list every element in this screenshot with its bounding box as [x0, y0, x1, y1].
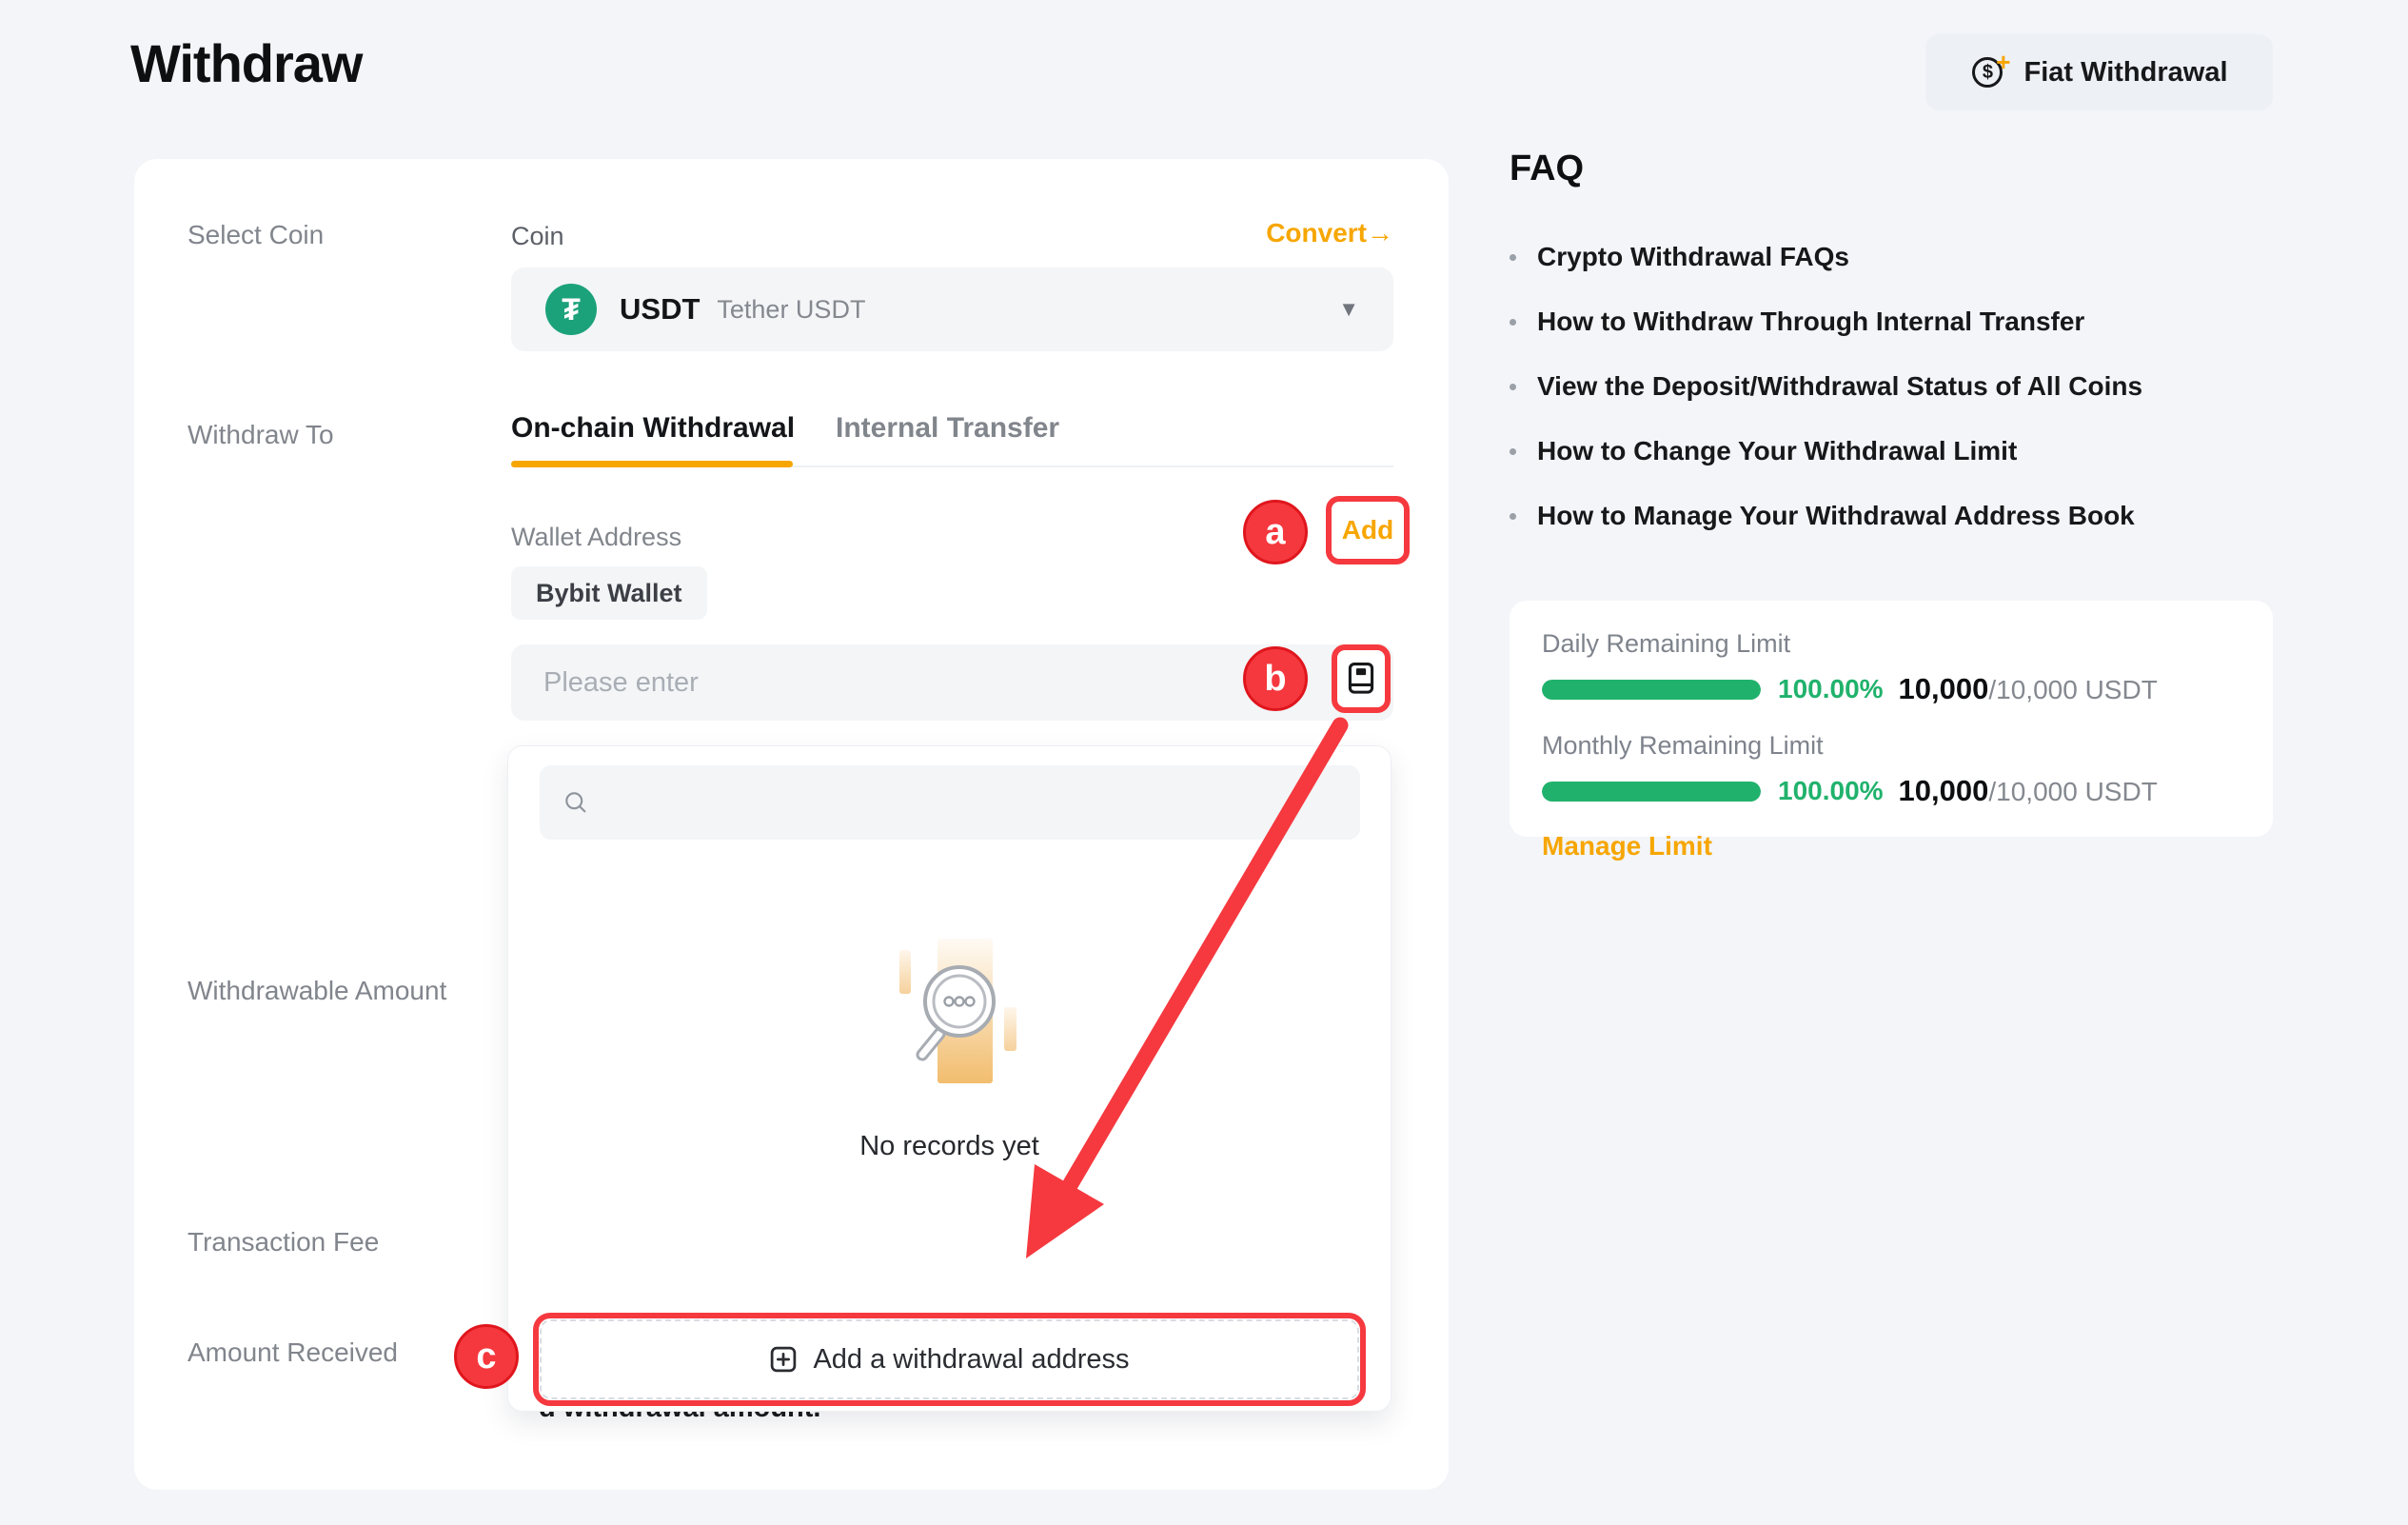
withdrawal-limits-card: Daily Remaining Limit 100.00% 10,000/10,…	[1510, 601, 2273, 861]
add-withdrawal-address-label: Add a withdrawal address	[813, 1343, 1130, 1375]
faq-link-deposit-status[interactable]: View the Deposit/Withdrawal Status of Al…	[1510, 371, 2142, 402]
bullet-icon	[1510, 447, 1516, 455]
monthly-limit-progress-fill	[1542, 781, 1761, 802]
bullet-icon	[1510, 383, 1516, 390]
magnifier-illustration-icon	[916, 965, 996, 1061]
faq-link-change-limit[interactable]: How to Change Your Withdrawal Limit	[1510, 436, 2017, 466]
faq-link-crypto-withdrawal[interactable]: Crypto Withdrawal FAQs	[1510, 242, 1849, 272]
page-title: Withdraw	[130, 33, 363, 93]
usdt-coin-icon: ₮	[545, 284, 597, 335]
daily-limit-label: Daily Remaining Limit	[1542, 629, 1791, 658]
bullet-icon	[1510, 512, 1516, 520]
bybit-wallet-chip[interactable]: Bybit Wallet	[511, 566, 707, 620]
fiat-currency-icon: $ +	[1970, 48, 2010, 91]
annotation-circle-c: c	[454, 1324, 519, 1389]
daily-limit-amount: 10,000/10,000 USDT	[1898, 672, 2158, 705]
monthly-limit-amount: 10,000/10,000 USDT	[1898, 774, 2158, 807]
bullet-icon	[1510, 253, 1516, 261]
add-address-link-highlight[interactable]: Add	[1326, 496, 1410, 564]
active-tab-underline	[511, 461, 793, 467]
amount-received-label: Amount Received	[188, 1337, 399, 1367]
address-book-icon	[1348, 663, 1374, 694]
annotation-circle-b: b	[1243, 646, 1308, 711]
monthly-limit-progressbar	[1542, 781, 1761, 802]
bullet-icon	[1510, 318, 1516, 326]
convert-link[interactable]: Convert→	[1266, 218, 1393, 248]
withdrawable-amount-label: Withdrawable Amount	[188, 976, 447, 1005]
search-icon	[565, 792, 586, 813]
address-book-button-highlight[interactable]	[1332, 644, 1391, 713]
daily-limit-progressbar	[1542, 679, 1761, 700]
coin-fullname: Tether USDT	[717, 294, 866, 324]
fiat-withdrawal-label: Fiat Withdrawal	[2023, 56, 2228, 88]
monthly-limit-label: Monthly Remaining Limit	[1542, 731, 1824, 760]
decor-bar	[899, 950, 911, 994]
coin-field-label: Coin	[511, 222, 564, 250]
add-withdrawal-address-button[interactable]: Add a withdrawal address	[540, 1319, 1359, 1399]
address-search-input[interactable]	[602, 786, 1337, 819]
daily-limit-progress-fill	[1542, 679, 1761, 700]
daily-limit-percent: 100.00%	[1778, 674, 1884, 703]
address-dropdown-panel: No records yet Add a withdrawal address	[507, 745, 1392, 1412]
coin-selector[interactable]: ₮ USDT Tether USDT ▼	[511, 267, 1393, 351]
faq-title: FAQ	[1510, 149, 1585, 188]
faq-link-manage-address-book[interactable]: How to Manage Your Withdrawal Address Bo…	[1510, 501, 2135, 531]
annotation-circle-a: a	[1243, 500, 1308, 564]
wallet-address-input-wrap	[511, 644, 1393, 721]
select-coin-label: Select Coin	[188, 220, 325, 249]
transaction-fee-label: Transaction Fee	[188, 1227, 380, 1257]
decor-bar	[1004, 1007, 1016, 1051]
wallet-address-label: Wallet Address	[511, 523, 682, 551]
chevron-down-icon: ▼	[1338, 297, 1359, 321]
monthly-limit-percent: 100.00%	[1778, 776, 1884, 805]
monthly-limit-row: 100.00% 10,000/10,000 USDT	[1542, 774, 2240, 808]
tab-internal-transfer[interactable]: Internal Transfer	[836, 412, 1060, 444]
add-address-link[interactable]: Add	[1341, 515, 1394, 545]
plus-square-icon	[771, 1346, 797, 1373]
monthly-limit-total: /10,000 USDT	[1988, 777, 2158, 806]
no-records-text: No records yet	[859, 1131, 1039, 1161]
coin-symbol: USDT	[620, 292, 701, 326]
faq-link-internal-transfer[interactable]: How to Withdraw Through Internal Transfe…	[1510, 307, 2084, 337]
daily-limit-row: 100.00% 10,000/10,000 USDT	[1542, 672, 2240, 706]
withdraw-form-card: Select Coin Coin Convert→ ₮ USDT Tether …	[134, 159, 1449, 1490]
tabs-divider	[511, 465, 1393, 467]
tab-onchain-withdrawal[interactable]: On-chain Withdrawal	[511, 412, 796, 444]
empty-state-illustration	[888, 933, 1031, 1095]
address-search-field	[540, 765, 1360, 840]
withdraw-to-label: Withdraw To	[188, 420, 334, 449]
plus-spark-icon: +	[1996, 48, 2011, 76]
manage-limit-link[interactable]: Manage Limit	[1542, 831, 1712, 861]
daily-limit-total: /10,000 USDT	[1988, 675, 2158, 704]
fiat-withdrawal-button[interactable]: $ + Fiat Withdrawal	[1925, 34, 2273, 110]
